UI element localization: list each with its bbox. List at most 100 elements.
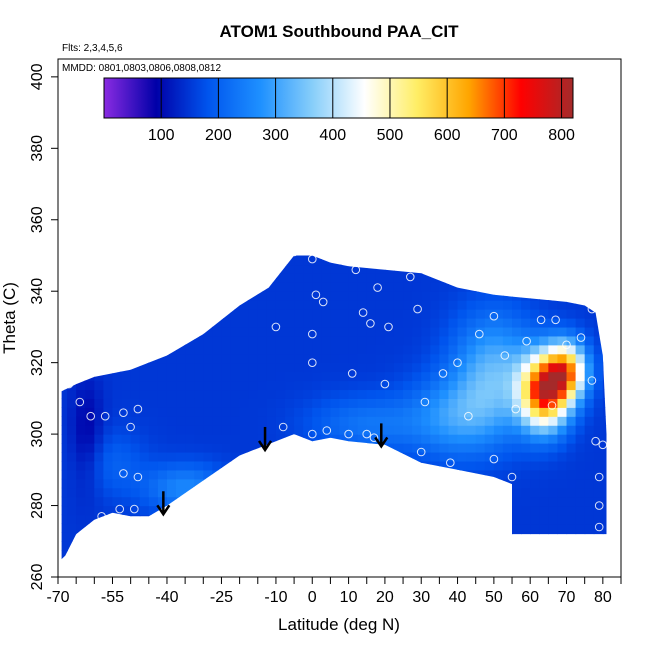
field-cell [484, 434, 495, 444]
field-cell [58, 166, 68, 176]
field-cell [285, 344, 295, 355]
field-cell [403, 353, 413, 364]
field-cell [76, 184, 86, 194]
field-cell [367, 175, 377, 185]
field-cell [484, 380, 495, 391]
field-cell [493, 460, 504, 471]
field-cell [239, 443, 250, 453]
field-cell [67, 157, 77, 167]
field-cell [294, 416, 304, 426]
field-cell [484, 469, 495, 480]
field-cell [575, 523, 586, 533]
field-cell [539, 487, 549, 498]
field-cell [358, 568, 368, 578]
field-cell [294, 202, 304, 212]
field-cell [221, 309, 232, 319]
field-cell [457, 451, 468, 462]
field-cell [312, 568, 322, 578]
field-cell [557, 335, 568, 346]
field-cell [575, 380, 586, 391]
field-cell [112, 229, 122, 239]
field-cell [112, 309, 123, 319]
field-cell [458, 202, 468, 212]
field-cell [403, 139, 413, 149]
field-cell [448, 273, 459, 283]
field-cell [548, 148, 558, 158]
field-cell [157, 434, 168, 444]
field-cell [321, 318, 332, 328]
field-cell [294, 559, 304, 569]
field-cell [203, 496, 213, 507]
field-cell [384, 514, 395, 525]
field-cell [130, 264, 141, 274]
field-cell [393, 264, 404, 274]
field-cell [576, 184, 586, 194]
field-cell [393, 425, 404, 435]
observation-point [362, 429, 372, 439]
field-cell [521, 407, 531, 417]
field-cell [321, 335, 332, 346]
field-cell [403, 416, 413, 426]
field-cell [130, 469, 141, 480]
field-cell [548, 443, 559, 453]
field-cell [385, 148, 395, 158]
field-cell [612, 229, 622, 239]
field-cell [439, 532, 450, 542]
field-cell [176, 202, 186, 212]
field-cell [384, 335, 395, 346]
field-cell [76, 451, 86, 462]
field-cell [185, 255, 195, 266]
field-cell [239, 496, 250, 507]
field-cell [403, 130, 413, 140]
field-cell [139, 362, 150, 373]
field-cell [121, 496, 132, 507]
field-cell [530, 211, 540, 221]
field-cell [430, 148, 440, 158]
field-cell [257, 478, 268, 489]
field-cell [176, 514, 186, 525]
x-tick-label: 70 [558, 589, 576, 606]
field-cell [612, 139, 622, 149]
field-cell [521, 380, 531, 391]
field-cell [612, 452, 622, 462]
field-cell [530, 353, 540, 364]
field-cell [61, 514, 68, 525]
field-cell [248, 335, 259, 346]
field-cell [421, 291, 431, 301]
field-cell [157, 273, 168, 283]
field-cell [493, 353, 504, 364]
field-cell [357, 300, 368, 310]
field-cell [576, 229, 586, 239]
field-cell [94, 148, 104, 158]
field-cell [85, 451, 95, 462]
field-cell [194, 300, 204, 310]
observation-point [347, 369, 357, 378]
field-cell [67, 353, 77, 364]
colorbar-tick-label: 200 [205, 127, 232, 144]
field-cell [312, 309, 322, 319]
field-cell [602, 335, 607, 346]
field-cell [266, 371, 277, 382]
field-cell [566, 291, 577, 301]
field-cell [212, 541, 223, 551]
field-cell [85, 523, 95, 533]
field-cell [312, 434, 322, 444]
field-cell [339, 514, 350, 525]
field-cell [575, 478, 586, 489]
field-cell [357, 532, 368, 542]
field-cell [203, 184, 213, 194]
field-cell [131, 130, 141, 140]
field-cell [130, 389, 141, 399]
field-cell [584, 309, 595, 319]
field-cell [421, 541, 431, 551]
x-tick-label: 20 [376, 589, 394, 606]
field-cell [312, 318, 322, 328]
field-cell [266, 478, 277, 489]
field-cell [112, 300, 123, 310]
field-cell [85, 514, 95, 525]
field-cell [557, 193, 567, 203]
field-cell [157, 398, 168, 408]
field-cell [585, 184, 595, 194]
field-cell [585, 104, 595, 114]
field-cell [348, 443, 359, 453]
